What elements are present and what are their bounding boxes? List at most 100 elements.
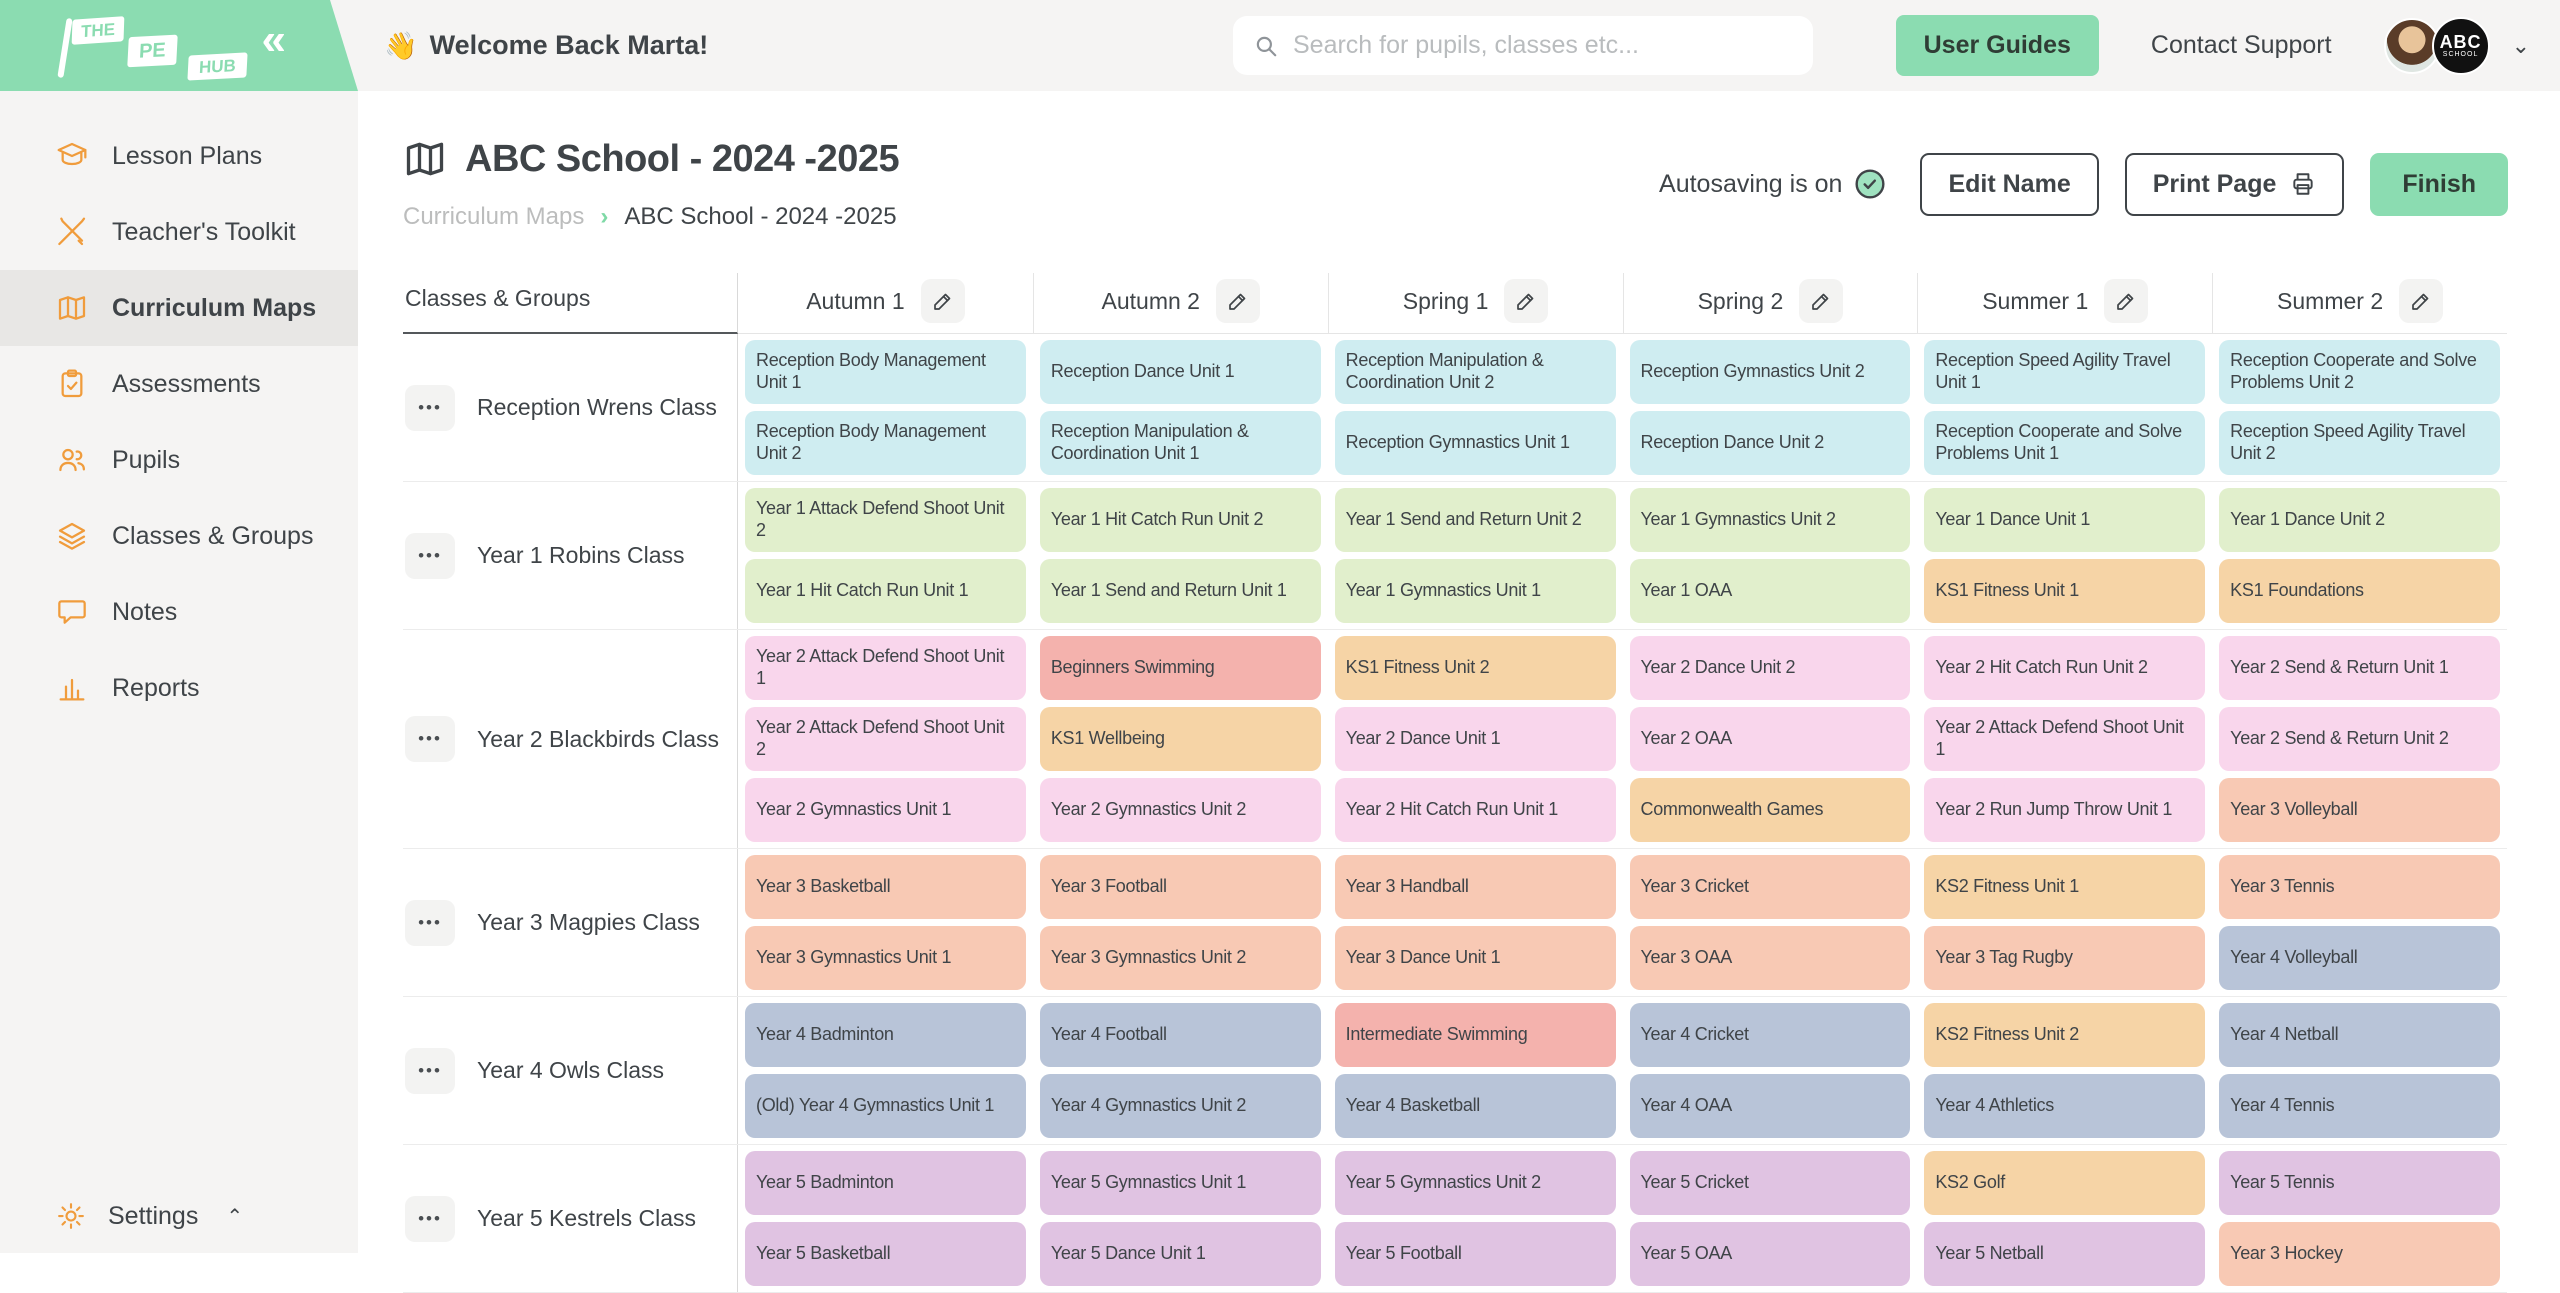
print-page-button[interactable]: Print Page [2125, 153, 2345, 216]
unit-chip[interactable]: Year 5 Gymnastics Unit 1 [1040, 1151, 1321, 1215]
chevron-down-icon[interactable]: ⌄ [2512, 33, 2530, 59]
sidebar-item-lesson-plans[interactable]: Lesson Plans [0, 118, 358, 194]
unit-chip[interactable]: Year 3 Gymnastics Unit 1 [745, 926, 1026, 990]
unit-chip[interactable]: Year 5 Gymnastics Unit 2 [1335, 1151, 1616, 1215]
edit-name-button[interactable]: Edit Name [1920, 153, 2098, 216]
unit-chip[interactable]: Year 2 Gymnastics Unit 1 [745, 778, 1026, 842]
unit-chip[interactable]: KS2 Golf [1924, 1151, 2205, 1215]
unit-chip[interactable]: Year 5 Dance Unit 1 [1040, 1222, 1321, 1286]
unit-chip[interactable]: Year 1 Send and Return Unit 2 [1335, 488, 1616, 552]
unit-chip[interactable]: Year 4 Football [1040, 1003, 1321, 1067]
sidebar-item-classes-groups[interactable]: Classes & Groups [0, 498, 358, 574]
unit-chip[interactable]: Year 2 Attack Defend Shoot Unit 1 [1924, 707, 2205, 771]
sidebar-collapse-icon[interactable]: « [262, 18, 286, 62]
edit-term-button[interactable] [1216, 279, 1260, 323]
unit-chip[interactable]: Reception Gymnastics Unit 1 [1335, 411, 1616, 475]
unit-chip[interactable]: Year 3 Tag Rugby [1924, 926, 2205, 990]
search-input[interactable] [1293, 31, 1793, 60]
edit-term-button[interactable] [2104, 279, 2148, 323]
unit-chip[interactable]: Year 5 Tennis [2219, 1151, 2500, 1215]
row-options-button[interactable]: ••• [405, 900, 455, 946]
unit-chip[interactable]: Year 3 Dance Unit 1 [1335, 926, 1616, 990]
unit-chip[interactable]: Year 2 Hit Catch Run Unit 2 [1924, 636, 2205, 700]
finish-button[interactable]: Finish [2370, 153, 2508, 216]
school-logo-badge[interactable]: ABC SCHOOL [2432, 17, 2490, 75]
unit-chip[interactable]: Year 2 Attack Defend Shoot Unit 1 [745, 636, 1026, 700]
unit-chip[interactable]: Year 4 Gymnastics Unit 2 [1040, 1074, 1321, 1138]
unit-chip[interactable]: Year 3 Football [1040, 855, 1321, 919]
unit-chip[interactable]: KS1 Fitness Unit 1 [1924, 559, 2205, 623]
unit-chip[interactable]: KS1 Fitness Unit 2 [1335, 636, 1616, 700]
unit-chip[interactable]: Year 2 Run Jump Throw Unit 1 [1924, 778, 2205, 842]
unit-chip[interactable]: Year 3 Basketball [745, 855, 1026, 919]
edit-term-button[interactable] [1504, 279, 1548, 323]
unit-chip[interactable]: Year 2 Dance Unit 1 [1335, 707, 1616, 771]
sidebar-item-reports[interactable]: Reports [0, 650, 358, 726]
unit-chip[interactable]: Year 1 Gymnastics Unit 1 [1335, 559, 1616, 623]
row-options-button[interactable]: ••• [405, 533, 455, 579]
unit-chip[interactable]: Reception Dance Unit 2 [1630, 411, 1911, 475]
unit-chip[interactable]: Year 1 Gymnastics Unit 2 [1630, 488, 1911, 552]
unit-chip[interactable]: Reception Speed Agility Travel Unit 1 [1924, 340, 2205, 404]
edit-term-button[interactable] [921, 279, 965, 323]
sidebar-item-pupils[interactable]: Pupils [0, 422, 358, 498]
unit-chip[interactable]: Year 1 Hit Catch Run Unit 2 [1040, 488, 1321, 552]
contact-support-link[interactable]: Contact Support [2151, 31, 2332, 60]
unit-chip[interactable]: KS1 Foundations [2219, 559, 2500, 623]
unit-chip[interactable]: Year 3 Volleyball [2219, 778, 2500, 842]
row-options-button[interactable]: ••• [405, 1196, 455, 1242]
sidebar-item-settings[interactable]: Settings ⌃ [56, 1201, 243, 1231]
unit-chip[interactable]: Year 5 Basketball [745, 1222, 1026, 1286]
unit-chip[interactable]: Year 2 Gymnastics Unit 2 [1040, 778, 1321, 842]
row-options-button[interactable]: ••• [405, 385, 455, 431]
unit-chip[interactable]: Year 1 Attack Defend Shoot Unit 2 [745, 488, 1026, 552]
edit-term-button[interactable] [2399, 279, 2443, 323]
unit-chip[interactable]: Year 4 Athletics [1924, 1074, 2205, 1138]
unit-chip[interactable]: Year 5 Badminton [745, 1151, 1026, 1215]
unit-chip[interactable]: Year 1 Dance Unit 1 [1924, 488, 2205, 552]
unit-chip[interactable]: Year 3 Tennis [2219, 855, 2500, 919]
unit-chip[interactable]: Beginners Swimming [1040, 636, 1321, 700]
row-options-button[interactable]: ••• [405, 716, 455, 762]
user-guides-button[interactable]: User Guides [1896, 15, 2099, 76]
unit-chip[interactable]: Reception Body Management Unit 1 [745, 340, 1026, 404]
unit-chip[interactable]: Year 5 OAA [1630, 1222, 1911, 1286]
unit-chip[interactable]: Year 4 OAA [1630, 1074, 1911, 1138]
unit-chip[interactable]: Commonwealth Games [1630, 778, 1911, 842]
unit-chip[interactable]: Year 1 Dance Unit 2 [2219, 488, 2500, 552]
unit-chip[interactable]: Year 2 Attack Defend Shoot Unit 2 [745, 707, 1026, 771]
sidebar-item-teacher-s-toolkit[interactable]: Teacher's Toolkit [0, 194, 358, 270]
unit-chip[interactable]: Year 2 Send & Return Unit 1 [2219, 636, 2500, 700]
unit-chip[interactable]: KS2 Fitness Unit 2 [1924, 1003, 2205, 1067]
unit-chip[interactable]: Reception Cooperate and Solve Problems U… [2219, 340, 2500, 404]
edit-term-button[interactable] [1799, 279, 1843, 323]
unit-chip[interactable]: Year 5 Netball [1924, 1222, 2205, 1286]
sidebar-item-assessments[interactable]: Assessments [0, 346, 358, 422]
unit-chip[interactable]: Year 4 Volleyball [2219, 926, 2500, 990]
unit-chip[interactable]: Year 1 Send and Return Unit 1 [1040, 559, 1321, 623]
unit-chip[interactable]: Year 4 Tennis [2219, 1074, 2500, 1138]
unit-chip[interactable]: Year 2 Hit Catch Run Unit 1 [1335, 778, 1616, 842]
unit-chip[interactable]: Year 4 Netball [2219, 1003, 2500, 1067]
unit-chip[interactable]: Year 4 Cricket [1630, 1003, 1911, 1067]
unit-chip[interactable]: Intermediate Swimming [1335, 1003, 1616, 1067]
unit-chip[interactable]: Reception Manipulation & Coordination Un… [1335, 340, 1616, 404]
sidebar-item-notes[interactable]: Notes [0, 574, 358, 650]
unit-chip[interactable]: KS1 Wellbeing [1040, 707, 1321, 771]
unit-chip[interactable]: Year 3 Handball [1335, 855, 1616, 919]
unit-chip[interactable]: Year 2 Send & Return Unit 2 [2219, 707, 2500, 771]
unit-chip[interactable]: Year 1 Hit Catch Run Unit 1 [745, 559, 1026, 623]
unit-chip[interactable]: Year 3 Gymnastics Unit 2 [1040, 926, 1321, 990]
sidebar-item-curriculum-maps[interactable]: Curriculum Maps [0, 270, 358, 346]
unit-chip[interactable]: Year 2 OAA [1630, 707, 1911, 771]
unit-chip[interactable]: KS2 Fitness Unit 1 [1924, 855, 2205, 919]
breadcrumb-curriculum-maps[interactable]: Curriculum Maps [403, 203, 584, 231]
unit-chip[interactable]: Year 3 Cricket [1630, 855, 1911, 919]
unit-chip[interactable]: Reception Dance Unit 1 [1040, 340, 1321, 404]
unit-chip[interactable]: Year 5 Cricket [1630, 1151, 1911, 1215]
unit-chip[interactable]: Reception Body Management Unit 2 [745, 411, 1026, 475]
unit-chip[interactable]: Year 3 OAA [1630, 926, 1911, 990]
chevron-up-icon[interactable]: ⌃ [226, 1204, 243, 1229]
unit-chip[interactable]: (Old) Year 4 Gymnastics Unit 1 [745, 1074, 1026, 1138]
unit-chip[interactable]: Year 4 Badminton [745, 1003, 1026, 1067]
